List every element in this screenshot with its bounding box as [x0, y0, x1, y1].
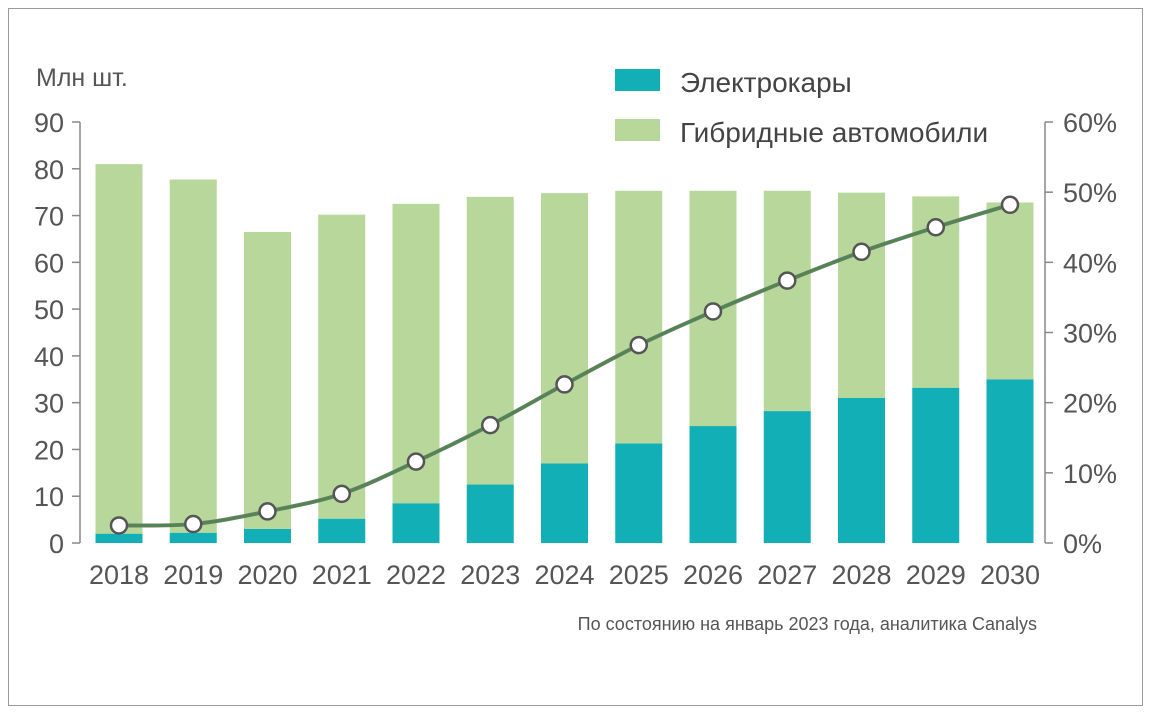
bar-ev-2026: [689, 426, 737, 543]
bar-hybrid-2027: [763, 190, 811, 412]
share-point-2021: [332, 484, 351, 504]
share-point-2019: [184, 514, 203, 534]
bar-ev-2022: [392, 503, 440, 543]
y-tick-label: 20: [34, 435, 64, 465]
y-tick-label: 10: [34, 482, 64, 512]
share-point-2020: [258, 502, 277, 521]
y-axis-label: Млн шт.: [36, 64, 128, 92]
bar-ev-2029: [912, 387, 960, 543]
y2-tick-label: 30%: [1063, 319, 1117, 349]
bar-hybrid-2021: [318, 214, 366, 519]
x-tick-label: 2027: [757, 560, 817, 590]
bar-hybrid-2025: [615, 190, 663, 444]
share-point-2025: [629, 335, 648, 355]
x-tick-label: 2020: [237, 560, 297, 590]
bar-ev-2024: [541, 463, 588, 543]
y-tick-label: 0: [49, 529, 64, 559]
x-tick-label: 2030: [980, 560, 1040, 590]
y-tick-label: 80: [34, 155, 64, 185]
x-tick-label: 2019: [163, 560, 223, 590]
share-point-2023: [481, 415, 500, 435]
bar-hybrid-2023: [466, 196, 514, 485]
share-point-2024: [555, 375, 574, 394]
bar-hybrid-2030: [986, 202, 1034, 380]
x-tick-label: 2022: [386, 560, 446, 590]
bar-hybrid-2028: [838, 192, 885, 398]
legend-label-ev: Электрокары: [680, 67, 852, 98]
bar-ev-2021: [318, 518, 366, 543]
y2-tick-label: 60%: [1063, 108, 1117, 138]
legend: Электрокары Гибридные автомобили: [615, 67, 988, 148]
x-tick-label: 2029: [906, 560, 966, 590]
share-point-2028: [852, 242, 871, 262]
share-point-2018: [109, 516, 129, 535]
share-point-2027: [778, 271, 797, 290]
share-point-2022: [406, 452, 426, 471]
y-tick-label: 40: [34, 342, 64, 372]
bar-ev-2028: [838, 397, 885, 543]
legend-label-hybrid: Гибридные автомобили: [680, 117, 988, 148]
bars-group: [95, 164, 1034, 543]
y-tick-label: 30: [34, 389, 64, 419]
bar-ev-2023: [466, 484, 514, 543]
share-point-2026: [703, 302, 723, 321]
x-tick-label: 2025: [609, 560, 669, 590]
y2-tick-label: 50%: [1063, 178, 1117, 208]
y-tick-label: 50: [34, 295, 64, 325]
y-tick-label: 70: [34, 202, 64, 232]
x-tick-label: 2021: [312, 560, 372, 590]
bar-ev-2027: [763, 411, 811, 543]
x-tick-label: 2024: [534, 560, 594, 590]
y2-tick-label: 40%: [1063, 248, 1117, 278]
x-tick-label: 2023: [460, 560, 520, 590]
share-point-2030: [1000, 195, 1020, 215]
bar-hybrid-2018: [95, 164, 143, 534]
y2-tick-label: 10%: [1063, 459, 1117, 489]
bar-hybrid-2020: [244, 231, 291, 529]
bar-hybrid-2024: [541, 193, 588, 464]
bar-ev-2025: [615, 443, 663, 543]
legend-swatch-ev: [615, 69, 660, 91]
x-tick-label: 2018: [89, 560, 149, 590]
source-note: По состоянию на январь 2023 года, аналит…: [578, 614, 1037, 634]
y2-tick-label: 0%: [1063, 529, 1102, 559]
line-group: [109, 195, 1020, 535]
legend-swatch-hybrid: [615, 119, 660, 141]
y2-tick-label: 20%: [1063, 389, 1117, 419]
axes-group: 2018 2019 2020 2021 2022 2023 2024 2025 2026 2027…: [34, 108, 1117, 590]
x-tick-label: 2028: [831, 560, 891, 590]
bar-ev-2019: [169, 532, 217, 543]
bar-ev-2018: [95, 533, 143, 543]
y-tick-label: 60: [34, 248, 64, 278]
bar-ev-2030: [986, 379, 1034, 543]
x-tick-label: 2026: [683, 560, 743, 590]
bar-hybrid-2019: [169, 179, 217, 533]
share-point-2029: [926, 218, 945, 237]
y-tick-label: 90: [34, 108, 64, 138]
bar-ev-2020: [244, 528, 291, 543]
